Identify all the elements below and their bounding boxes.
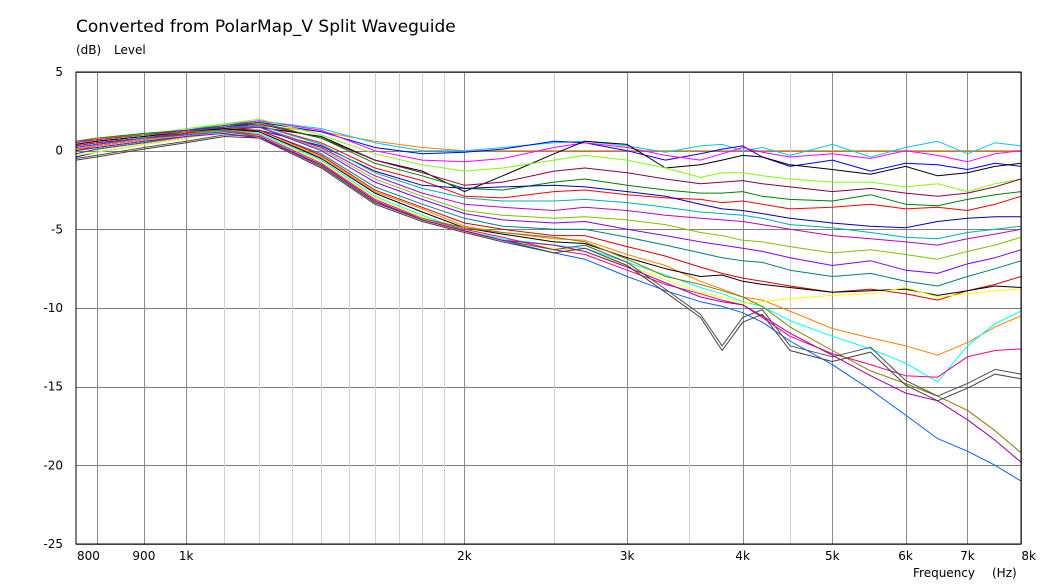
series-line <box>75 126 1022 260</box>
y-axis-label: Level <box>114 43 146 57</box>
x-axis-ticks: 800 900 1k 2k 3k 4k 5k 6k 7k 8k <box>77 549 1036 563</box>
series-line <box>75 134 1022 397</box>
y-tick-label: 5 <box>55 65 63 79</box>
x-tick-label: 5k <box>825 549 840 563</box>
chart-title: Converted from PolarMap_V Split Waveguid… <box>76 17 456 37</box>
series-line <box>75 129 1022 356</box>
y-tick-label: -20 <box>43 458 63 472</box>
x-tick-label: 900 <box>132 549 155 563</box>
series-line <box>75 120 1022 163</box>
y-tick-label: -25 <box>43 537 63 551</box>
x-tick-label: 6k <box>898 549 913 563</box>
series-line <box>75 126 1022 193</box>
x-tick-label: 800 <box>77 549 100 563</box>
series-line <box>75 120 1022 158</box>
y-tick-label: 0 <box>55 144 63 158</box>
series-line <box>75 129 1022 383</box>
series-line <box>75 125 1022 240</box>
series-line <box>75 128 1022 296</box>
series-line <box>75 126 1022 246</box>
y-axis-ticks: 5 0 -5 -10 -15 -20 -25 <box>43 65 63 551</box>
x-tick-label: 7k <box>960 549 975 563</box>
series-line <box>75 121 1022 172</box>
series-line <box>75 118 1022 193</box>
series-lines <box>75 118 1022 482</box>
y-axis-unit: (dB) <box>76 43 102 57</box>
series-line <box>75 132 1022 463</box>
series-line <box>75 123 1022 197</box>
series-line <box>75 126 1022 274</box>
y-tick-label: -5 <box>51 222 63 236</box>
x-tick-label: 1k <box>179 549 194 563</box>
series-line <box>75 129 1022 454</box>
x-axis-unit: (Hz) <box>992 566 1017 580</box>
series-line <box>75 121 1022 207</box>
series-line <box>75 129 1022 378</box>
series-line <box>75 128 1022 301</box>
x-axis-label: Frequency <box>913 566 975 580</box>
x-tick-label: 4k <box>735 549 750 563</box>
series-line <box>75 136 1022 402</box>
series-line <box>75 129 1021 229</box>
x-tick-label: 8k <box>1021 549 1036 563</box>
x-tick-label: 2k <box>457 549 472 563</box>
series-line <box>75 129 1022 287</box>
series-line <box>75 131 1022 482</box>
y-tick-label: -10 <box>43 301 63 315</box>
x-tick-label: 3k <box>620 549 635 563</box>
plot-frame <box>75 71 1022 545</box>
series-line <box>75 125 1022 211</box>
y-tick-label: -15 <box>43 380 63 394</box>
